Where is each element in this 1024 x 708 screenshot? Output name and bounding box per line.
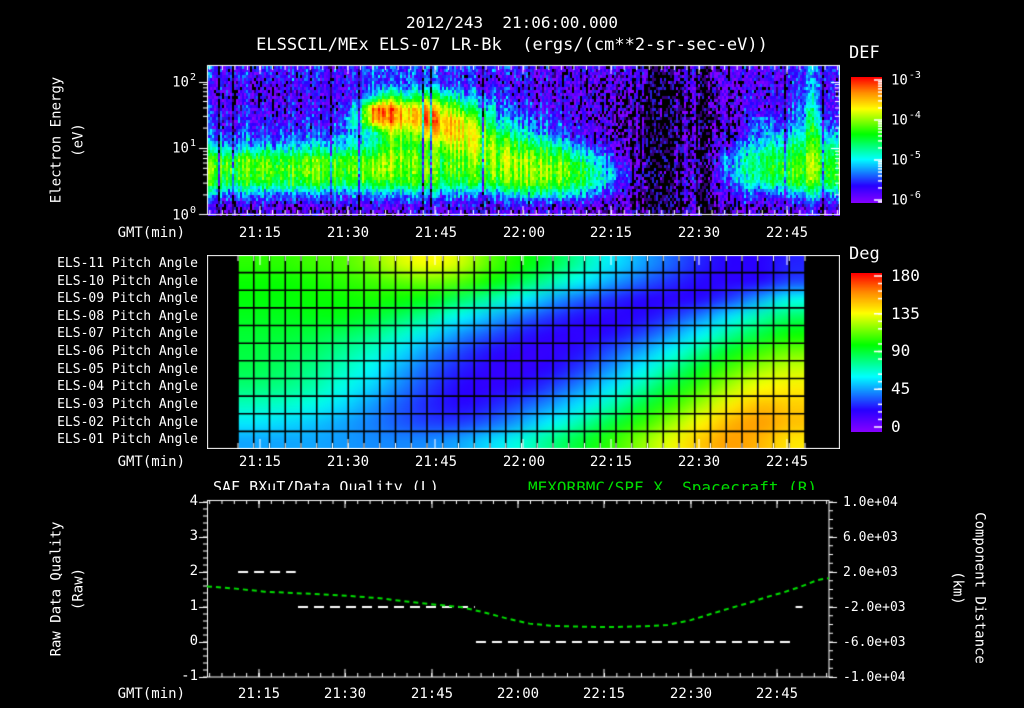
time-tick: 21:30 (323, 686, 367, 702)
def-colorbar (851, 77, 882, 203)
deg-tick-180: 180 (891, 266, 920, 285)
gmt-label-bottom: GMT(min) (117, 686, 185, 702)
gmt-label-top: GMT(min) (117, 225, 185, 241)
time-tick: 21:15 (238, 225, 282, 241)
gmt-label-middle: GMT(min) (117, 454, 185, 470)
time-tick: 21:45 (414, 454, 458, 470)
time-tick: 22:00 (502, 454, 546, 470)
page-title: 2012/243 21:06:00.000 (406, 13, 618, 32)
time-tick: 21:30 (326, 225, 370, 241)
right-tick-6e3: 6.0e+03 (843, 530, 898, 545)
time-tick: 22:30 (677, 454, 721, 470)
deg-tick-90: 90 (891, 341, 911, 360)
left-y-axis-label: Raw Data Quality (Raw) (46, 522, 89, 657)
time-tick: 22:30 (669, 686, 713, 702)
pitch-angle-canvas (207, 255, 840, 449)
left-tick-2: 2 (189, 563, 198, 579)
left-tick-0: 0 (189, 633, 198, 649)
row-label-els02: ELS-02 Pitch Angle (57, 415, 198, 430)
row-label-els06: ELS-06 Pitch Angle (57, 344, 198, 359)
row-label-els04: ELS-04 Pitch Angle (57, 379, 198, 394)
y-tick-1e1: 101 (172, 138, 196, 157)
row-label-els07: ELS-07 Pitch Angle (57, 326, 198, 341)
def-colorbar-label: DEF (849, 43, 880, 63)
y-tick-1e2: 102 (172, 72, 196, 91)
cbar-tick-1e-6: 10-6 (891, 190, 921, 209)
left-tick-3: 3 (189, 528, 198, 544)
row-label-els10: ELS-10 Pitch Angle (57, 274, 198, 289)
right-tick-2e3: 2.0e+03 (843, 565, 898, 580)
time-tick: 21:15 (238, 454, 282, 470)
time-tick: 21:15 (237, 686, 281, 702)
deg-tick-135: 135 (891, 304, 920, 323)
row-label-els03: ELS-03 Pitch Angle (57, 397, 198, 412)
left-tick-m1: -1 (181, 668, 198, 684)
time-tick: 22:15 (589, 225, 633, 241)
time-tick: 22:15 (582, 686, 626, 702)
time-tick: 22:00 (502, 225, 546, 241)
left-tick-1: 1 (189, 598, 198, 614)
deg-colorbar (851, 273, 882, 432)
time-tick: 21:30 (326, 454, 370, 470)
time-tick: 22:45 (755, 686, 799, 702)
electron-spectrogram-canvas (197, 64, 840, 216)
spectrogram-title: ELSSCIL/MEx ELS-07 LR-Bk (ergs/(cm**2-sr… (256, 35, 768, 55)
time-tick: 22:15 (589, 454, 633, 470)
right-tick-m1e4: -1.0e+04 (843, 670, 906, 685)
right-tick-1e4: 1.0e+04 (843, 495, 898, 510)
cbar-tick-1e-3: 10-3 (891, 70, 921, 89)
left-ylabel-line1: Raw Data Quality (48, 521, 65, 657)
right-ylabel-line1: Component Distance (971, 512, 988, 664)
row-label-els05: ELS-05 Pitch Angle (57, 362, 198, 377)
quality-distance-canvas (195, 490, 855, 690)
time-tick: 22:30 (677, 225, 721, 241)
time-tick: 22:45 (765, 225, 809, 241)
ylabel-line1: Electron Energy (48, 76, 65, 204)
deg-tick-0: 0 (891, 417, 901, 436)
row-label-els11: ELS-11 Pitch Angle (57, 256, 198, 271)
left-ylabel-line2: (Raw) (70, 567, 86, 611)
cbar-tick-1e-4: 10-4 (891, 110, 921, 129)
time-tick: 21:45 (410, 686, 454, 702)
row-label-els01: ELS-01 Pitch Angle (57, 432, 198, 447)
row-label-els09: ELS-09 Pitch Angle (57, 291, 198, 306)
right-tick-m6e3: -6.0e+03 (843, 635, 906, 650)
cbar-tick-1e-5: 10-5 (891, 150, 921, 169)
ylabel-line2: (eV) (70, 123, 86, 157)
time-tick: 22:00 (496, 686, 540, 702)
row-label-els08: ELS-08 Pitch Angle (57, 309, 198, 324)
left-tick-4: 4 (189, 493, 198, 509)
time-tick: 22:45 (765, 454, 809, 470)
deg-tick-45: 45 (891, 379, 911, 398)
right-y-axis-label: Component Distance (km) (946, 512, 989, 664)
deg-colorbar-label: Deg (849, 244, 880, 264)
y-tick-1e0: 100 (172, 205, 196, 224)
right-ylabel-line2: (km) (950, 571, 966, 605)
spectrogram-y-axis-label: Electron Energy (eV) (46, 77, 89, 203)
right-tick-m2e3: -2.0e+03 (843, 600, 906, 615)
time-tick: 21:45 (414, 225, 458, 241)
